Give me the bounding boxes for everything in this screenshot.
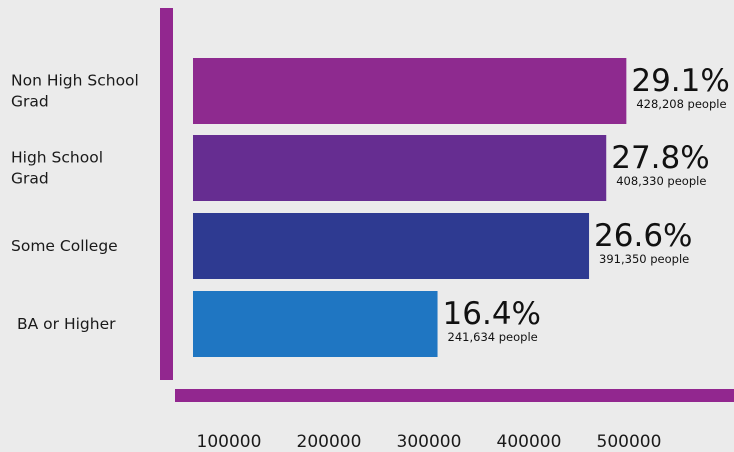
x-tick-label: 200000 (297, 432, 362, 452)
x-tick-label: 300000 (397, 432, 462, 452)
category-label: BA or Higher (17, 315, 116, 333)
x-tick-label: 100000 (197, 432, 262, 452)
bars-layer: Non High School Grad 29.1%428,208 people Hi… (11, 58, 730, 357)
bar (193, 135, 607, 201)
x-tick-label: 500000 (597, 432, 662, 452)
category-label: Non High School (11, 72, 139, 90)
percent-label: 29.1% (631, 63, 729, 99)
category-label: Grad (11, 170, 49, 188)
bar (193, 58, 627, 124)
x-tick-labels: 100000 200000 300000 400000 500000 (197, 432, 662, 452)
y-axis-line (160, 8, 173, 380)
percent-label: 16.4% (443, 296, 541, 332)
x-tick-label: 400000 (497, 432, 562, 452)
people-count-label: 241,634 people (448, 330, 538, 344)
category-label: High School (11, 149, 103, 167)
percent-label: 27.8% (611, 140, 709, 176)
x-axis-line (175, 389, 734, 402)
bar (193, 291, 438, 357)
category-label: Grad (11, 93, 49, 111)
percent-label: 26.6% (594, 218, 692, 254)
bar (193, 213, 590, 279)
people-count-label: 428,208 people (636, 97, 726, 111)
people-count-label: 391,350 people (599, 252, 689, 266)
category-label: Some College (11, 237, 118, 255)
people-count-label: 408,330 people (616, 174, 706, 188)
